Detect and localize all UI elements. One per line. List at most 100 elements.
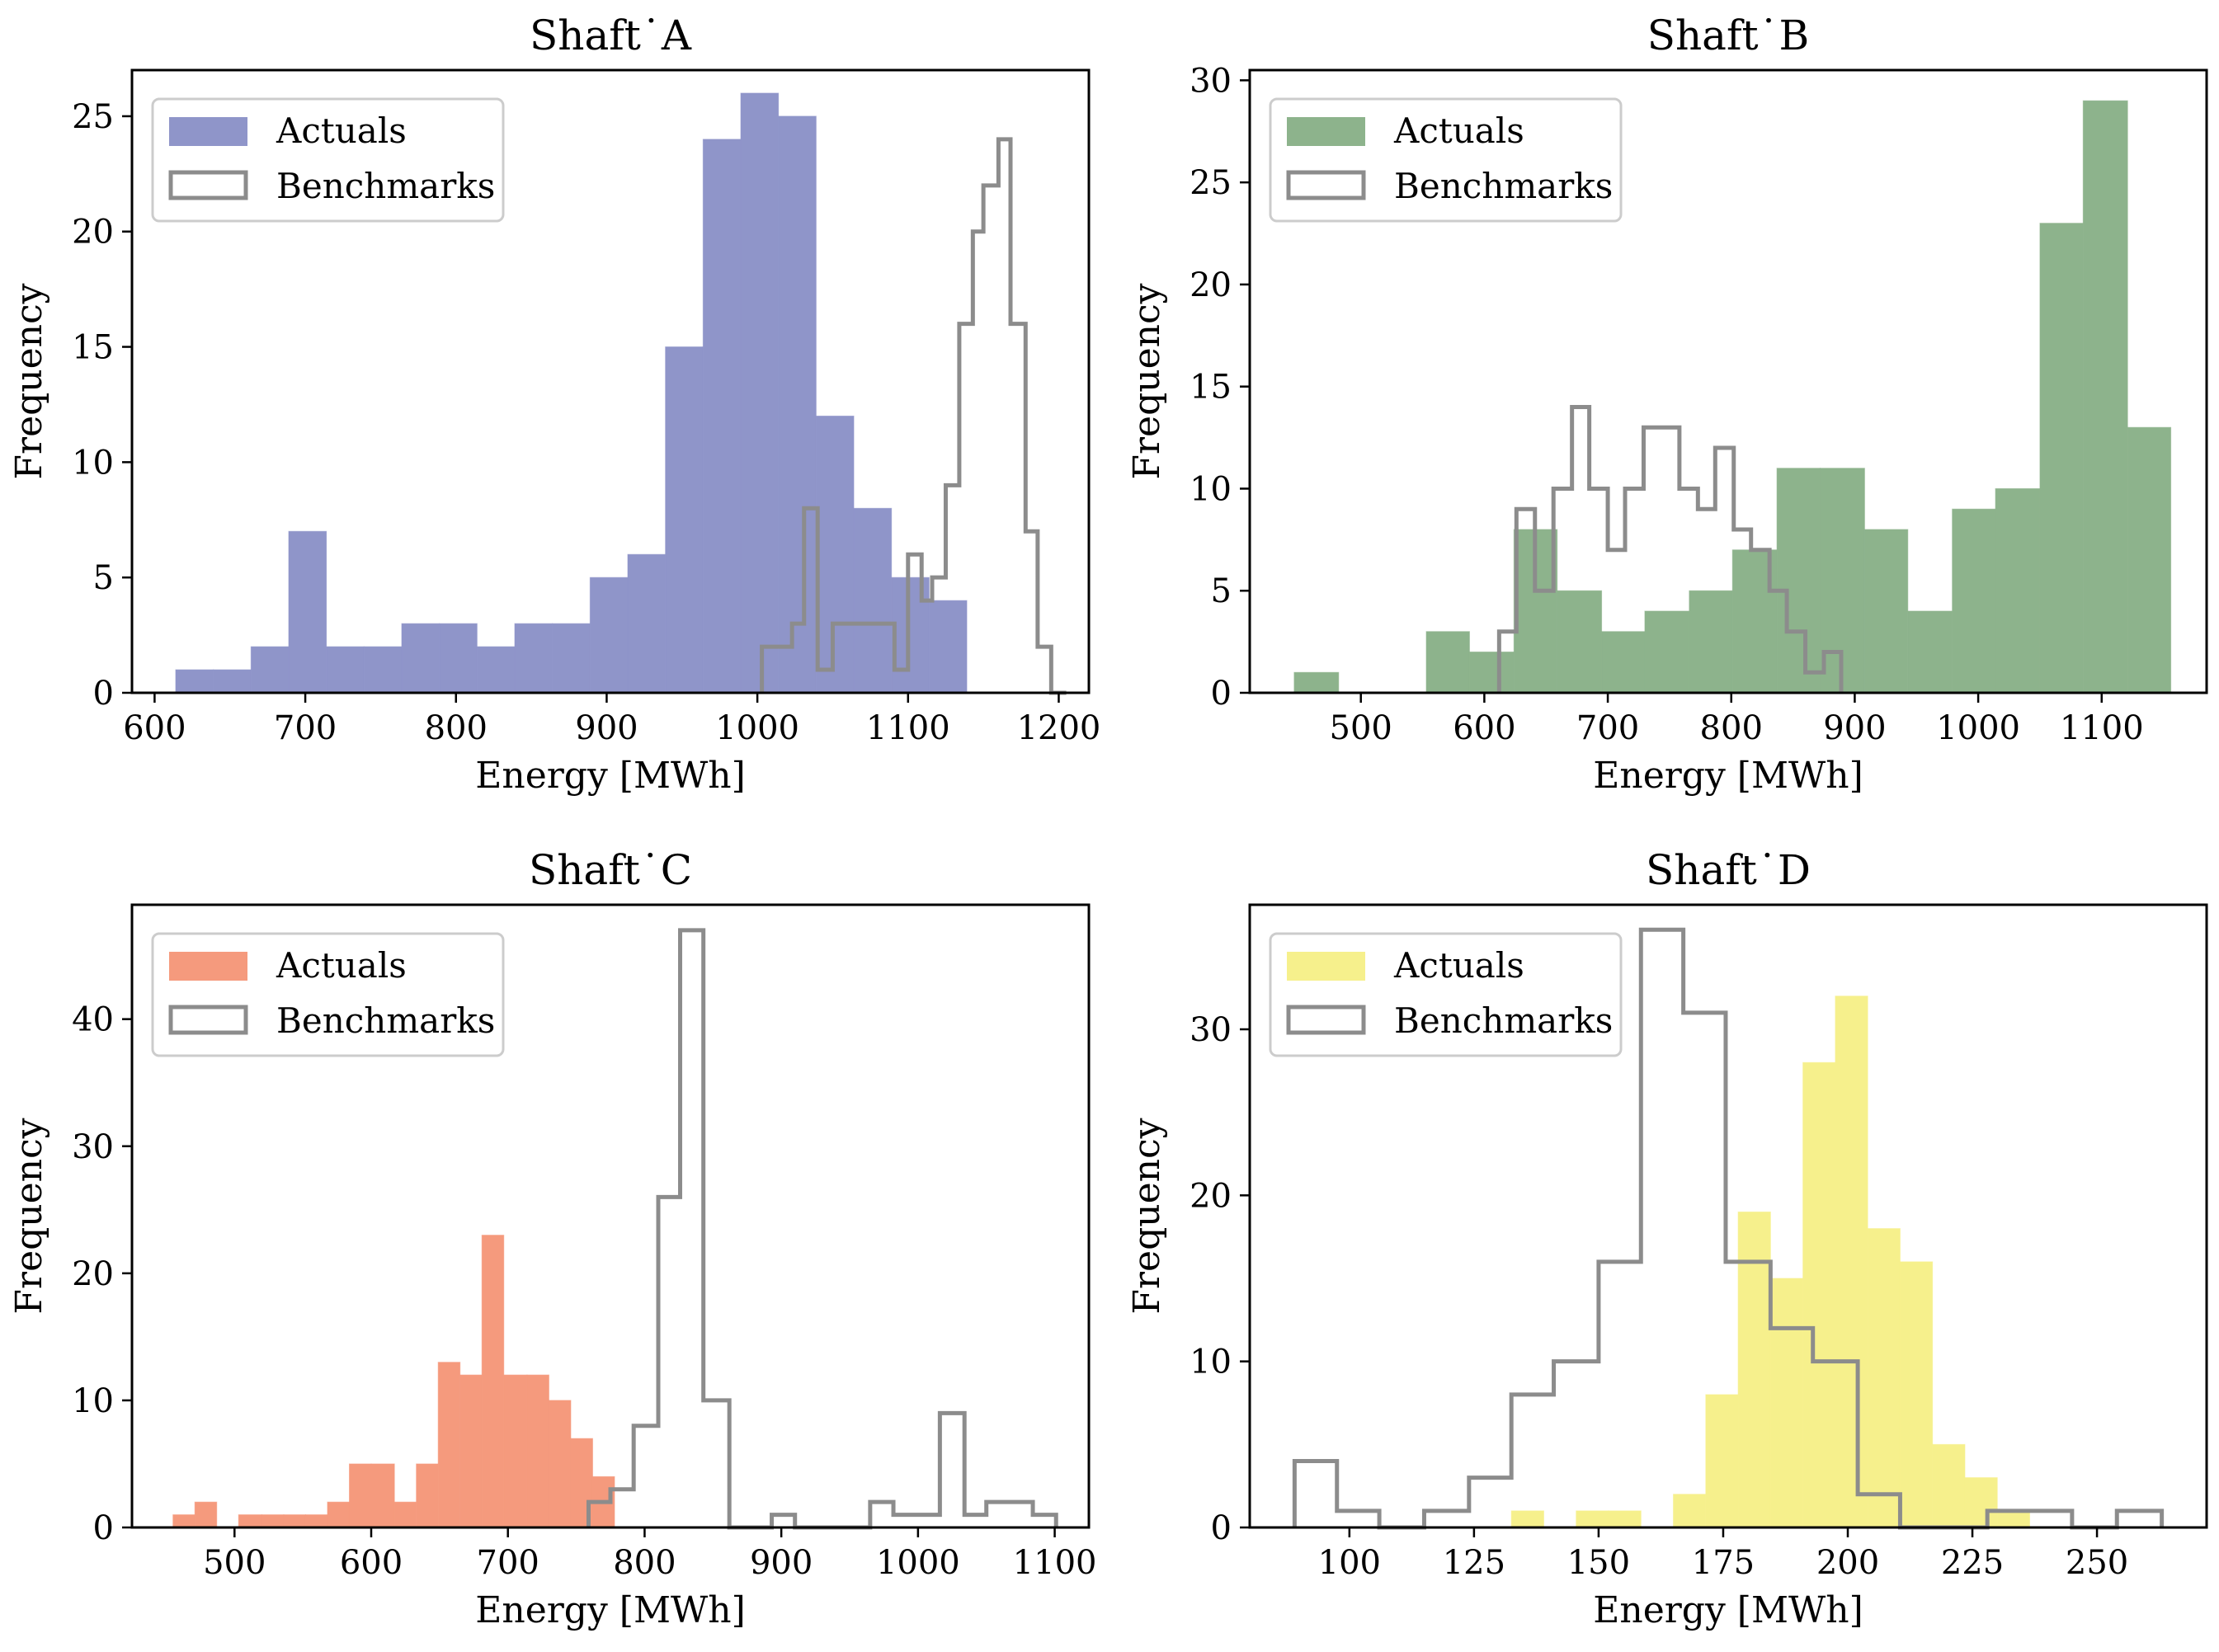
- shaft-b-xtick-label: 1000: [1936, 709, 2020, 747]
- shaft-b-actual-bar: [1952, 508, 1996, 694]
- shaft-d-actual-bar: [1964, 1477, 1998, 1528]
- shaft-d-xtick-label: 150: [1567, 1544, 1630, 1582]
- shaft-c-xtick-label: 600: [340, 1544, 403, 1582]
- shaft-d-actual-bar: [1802, 1061, 1836, 1528]
- shaft-d-legend-actuals-label: Actuals: [1393, 945, 1524, 986]
- shaft-c-actual-bar: [503, 1374, 528, 1528]
- shaft-b-actual-bar: [1601, 631, 1646, 694]
- shaft-b-ytick-label: 0: [1211, 675, 1232, 713]
- shaft-c-ytick-label: 40: [72, 1001, 114, 1039]
- shaft-d-benchmark-outline: [1292, 927, 2165, 1530]
- shaft-d-panel: 100 125 150 175 200 225 250 0 10 20 30 Shaft˙D Energ…: [1126, 846, 2208, 1631]
- shaft-b-ytick-label: 20: [1190, 266, 1232, 304]
- shaft-a-ytick-label: 10: [72, 444, 114, 482]
- shaft-b-actual-bar: [1907, 610, 1953, 694]
- shaft-a-actual-bar: [552, 623, 591, 694]
- shaft-a-actual-bar: [326, 646, 365, 694]
- shaft-d-actual-bar: [1673, 1494, 1707, 1528]
- shaft-a-actual-bar: [665, 346, 704, 694]
- shaft-b-benchmark-outline: [1496, 404, 1844, 693]
- shaft-a-legend-actuals-label: Actuals: [276, 111, 407, 151]
- shaft-a-actual-bar: [363, 646, 403, 694]
- shaft-c-actual-bar: [393, 1501, 417, 1528]
- shaft-b-panel: 500 600 700 800 900 1000 1100 0 5 10 15 20 25 30 Shaft…: [1126, 12, 2208, 797]
- shaft-b-xtick-label: 500: [1330, 709, 1392, 747]
- shaft-c-actual-bar: [548, 1400, 572, 1528]
- shaft-a-legend-actuals-swatch: [169, 117, 247, 146]
- shaft-a-actual-bar: [288, 530, 327, 694]
- shaft-c-actual-bar: [437, 1362, 461, 1528]
- shaft-c-actual-bar: [172, 1514, 196, 1528]
- shaft-d-actual-bar: [1769, 1278, 1804, 1528]
- shaft-a-actual-bar: [928, 600, 968, 694]
- shaft-d-ylabel: Frequency: [1126, 1118, 1168, 1314]
- shaft-b-xtick-label: 900: [1823, 709, 1886, 747]
- shaft-b-xtick-label: 1100: [2060, 709, 2144, 747]
- shaft-d-ytick-label: 30: [1190, 1011, 1232, 1049]
- shaft-c-benchmark-outline: [586, 928, 1058, 1530]
- shaft-d-xtick-label: 100: [1318, 1544, 1381, 1582]
- shaft-a-actual-bar: [740, 92, 780, 694]
- shaft-b-legend-benchmarks-swatch: [1286, 170, 1366, 200]
- shaft-c-legend-benchmarks-swatch: [168, 1005, 248, 1035]
- shaft-a-actual-bar: [853, 507, 893, 694]
- shaft-c-actual-bar: [459, 1374, 483, 1528]
- shaft-c-ytick-label: 20: [72, 1255, 114, 1293]
- shaft-a-actual-bar: [401, 623, 441, 694]
- shaft-d-xtick-label: 125: [1443, 1544, 1505, 1582]
- shaft-c-legend-actuals-swatch: [169, 952, 247, 981]
- shaft-a-ytick-label: 5: [93, 559, 114, 597]
- shaft-a-panel: 600 700 800 900 1000 1100 1200 0 5 10 15 20 25 Shaft˙…: [8, 12, 1100, 797]
- shaft-b-ytick-label: 5: [1211, 572, 1232, 610]
- shaft-d-ytick-label: 20: [1190, 1177, 1232, 1215]
- shaft-c-actual-bar: [327, 1501, 350, 1528]
- shaft-b-actual-bar: [1776, 468, 1821, 694]
- shaft-c-ytick-label: 0: [93, 1509, 114, 1547]
- shaft-a-ytick-label: 0: [93, 675, 114, 713]
- shaft-a-xtick-label: 900: [575, 709, 638, 747]
- shaft-d-title: Shaft˙D: [1646, 846, 1811, 894]
- shaft-a-xtick-label: 1200: [1017, 709, 1101, 747]
- shaft-a-ytick-label: 20: [72, 214, 114, 252]
- shaft-b-axes-frame: [1248, 68, 2208, 694]
- shaft-c-ytick-label: 30: [72, 1128, 114, 1166]
- shaft-c-xlabel: Energy [MWh]: [475, 1589, 746, 1631]
- shaft-a-actual-bar: [476, 646, 516, 694]
- shaft-a-actual-bar: [589, 577, 629, 694]
- shaft-c-actual-bar: [304, 1514, 328, 1528]
- shaft-c-actual-bar: [283, 1514, 306, 1528]
- shaft-c-actual-bar: [261, 1514, 285, 1528]
- shaft-d-legend-benchmarks-label: Benchmarks: [1394, 1000, 1613, 1041]
- shaft-a-actual-bar: [702, 139, 742, 694]
- shaft-c-xtick-label: 700: [477, 1544, 539, 1582]
- shaft-a-ylabel: Frequency: [8, 283, 50, 479]
- shaft-a-legend-benchmarks-swatch: [168, 170, 248, 200]
- shaft-b-actual-bar: [1468, 651, 1515, 694]
- shaft-b-ytick-label: 10: [1190, 470, 1232, 508]
- shaft-d-actual-bar: [1835, 995, 1868, 1528]
- shaft-a-actual-bar: [213, 669, 252, 694]
- shaft-d-actual-bar: [1705, 1394, 1739, 1528]
- shaft-d-xlabel: Energy [MWh]: [1593, 1589, 1863, 1631]
- shaft-c-title: Shaft˙C: [529, 846, 692, 894]
- shaft-a-actual-bar: [514, 623, 554, 694]
- shaft-b-ytick-label: 15: [1190, 369, 1232, 407]
- shaft-a-actual-bar: [815, 415, 855, 694]
- shaft-b-legend-benchmarks-label: Benchmarks: [1394, 166, 1613, 206]
- shaft-d-axes-frame: [1248, 903, 2208, 1529]
- shaft-b-actual-bar: [2127, 426, 2172, 694]
- shaft-d-xtick-label: 200: [1816, 1544, 1879, 1582]
- shaft-a-axes-frame: [130, 68, 1091, 694]
- shaft-b-actual-bar: [1425, 631, 1470, 694]
- shaft-c-legend-actuals-label: Actuals: [276, 945, 407, 986]
- shaft-b-actual-bar: [1293, 671, 1340, 694]
- shaft-a-actual-bar: [627, 553, 667, 694]
- shaft-b-actual-bar: [1689, 590, 1733, 694]
- shaft-d-actual-bar: [1899, 1261, 1934, 1528]
- shaft-b-actual-bar: [1995, 487, 2041, 694]
- shaft-c-panel: 500 600 700 800 900 1000 1100 0 10 20 30 40 Shaft˙C E…: [8, 846, 1096, 1631]
- shaft-d-actual-bar: [1608, 1510, 1642, 1528]
- shaft-d-legend-actuals-swatch: [1287, 952, 1365, 981]
- shaft-d-actual-bar: [1867, 1228, 1901, 1528]
